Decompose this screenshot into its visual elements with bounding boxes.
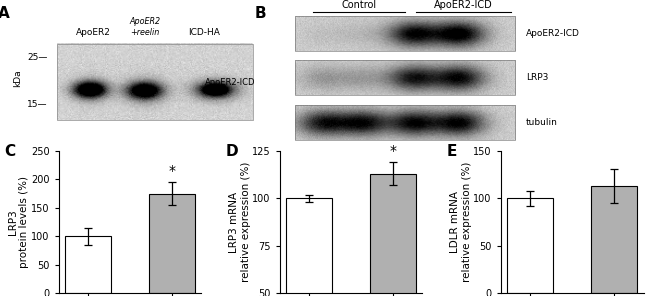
Bar	[149, 194, 195, 293]
Bar	[286, 198, 332, 296]
Y-axis label: LDLR mRNA
relative expression (%): LDLR mRNA relative expression (%)	[450, 162, 472, 282]
Y-axis label: LRP3 mRNA
relative expression (%): LRP3 mRNA relative expression (%)	[229, 162, 251, 282]
Bar	[65, 236, 111, 293]
Text: *: *	[168, 164, 176, 178]
Text: A: A	[0, 6, 10, 21]
Text: B: B	[254, 6, 266, 21]
Text: ApoER2-ICD: ApoER2-ICD	[526, 29, 580, 38]
Text: 15—: 15—	[27, 100, 47, 110]
Text: E: E	[447, 144, 457, 159]
Text: ApoER2-ICD: ApoER2-ICD	[205, 78, 255, 87]
Bar	[507, 198, 553, 293]
Bar	[370, 174, 416, 296]
Text: D: D	[226, 144, 238, 159]
Text: Control: Control	[341, 0, 376, 10]
Text: *: *	[389, 144, 396, 158]
Text: ApoER2: ApoER2	[76, 28, 111, 37]
Text: kDa: kDa	[14, 70, 22, 87]
Text: ApoER2-ICD: ApoER2-ICD	[434, 0, 493, 10]
Text: LRP3: LRP3	[526, 73, 549, 82]
Text: ICD-HA: ICD-HA	[188, 28, 220, 37]
Text: tubulin: tubulin	[526, 118, 558, 127]
Y-axis label: LRP3
protein levels (%): LRP3 protein levels (%)	[8, 176, 29, 268]
Bar	[591, 186, 637, 293]
Text: 25—: 25—	[27, 53, 47, 62]
Text: C: C	[5, 144, 16, 159]
Text: ApoER2
+reelin: ApoER2 +reelin	[129, 17, 161, 37]
